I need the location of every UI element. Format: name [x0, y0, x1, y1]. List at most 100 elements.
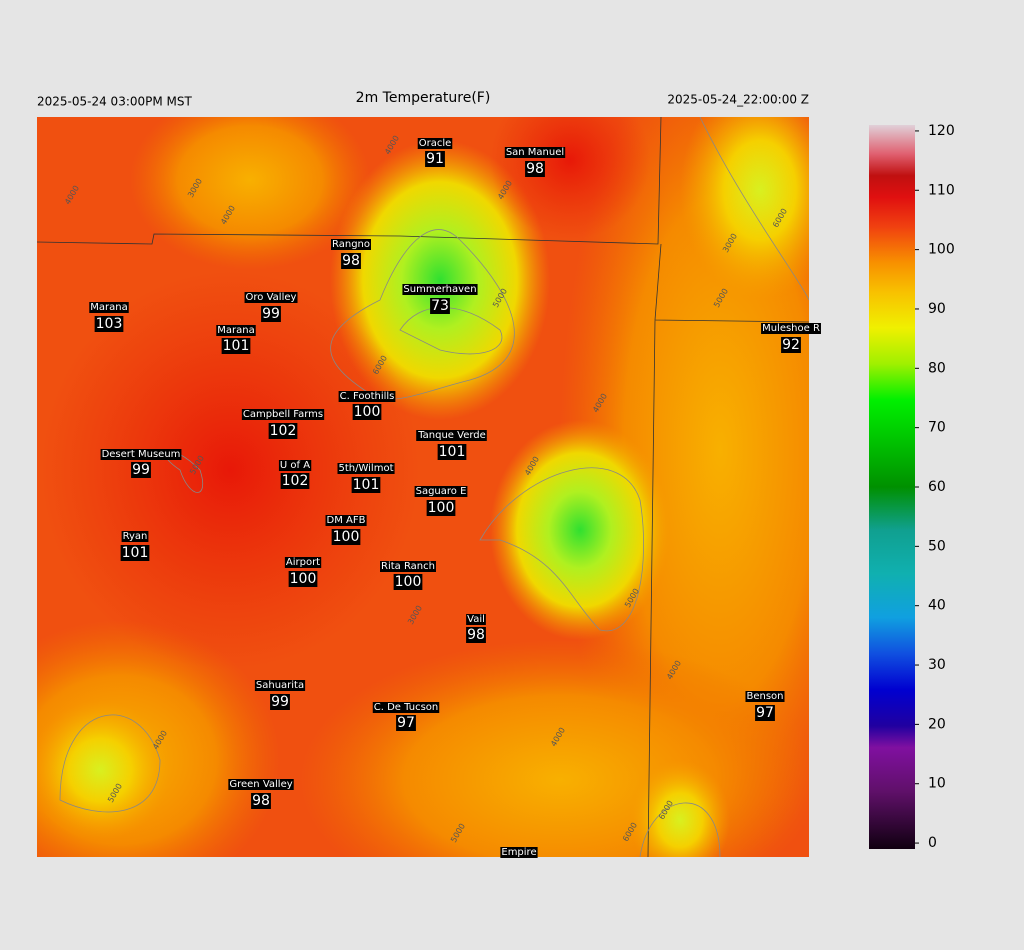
label-bg	[466, 627, 486, 643]
station-name: Saguaro E	[416, 486, 467, 497]
station: Green Valley 98	[228, 779, 294, 809]
station-name: 5th/Wilmot	[339, 463, 394, 474]
label-bg	[337, 463, 395, 474]
station-name: Tanque Verde	[417, 430, 486, 441]
station: Summerhaven 73	[402, 284, 478, 314]
label-bg	[278, 460, 312, 471]
shade	[37, 700, 170, 840]
station-value: 100	[395, 574, 422, 590]
station-value: 98	[467, 627, 485, 643]
station-value: 101	[223, 338, 250, 354]
station-name: C. Foothills	[340, 391, 395, 402]
station-value: 97	[756, 705, 774, 721]
label-bg	[280, 473, 310, 489]
header-left: 2025-05-24 03:00PM MST	[37, 95, 193, 109]
station: Marana 101	[216, 325, 256, 354]
station-name: Campbell Farms	[243, 409, 323, 420]
label-bg	[380, 561, 436, 572]
label-bg	[270, 694, 290, 710]
station-value: 91	[426, 151, 444, 167]
colorbar-tick-label: 30	[928, 657, 946, 673]
station: Ryan 101	[120, 531, 150, 561]
label-bg	[331, 529, 361, 545]
station: C. De Tucson 97	[372, 702, 440, 731]
station-value: 92	[782, 337, 800, 353]
label-bg	[525, 161, 545, 177]
station: San Manuel 98	[504, 147, 566, 177]
label-bg	[100, 449, 182, 460]
colorbar-tick-label: 110	[928, 182, 955, 198]
label-bg	[244, 292, 298, 303]
station-name: San Manuel	[506, 147, 564, 158]
label-bg	[396, 715, 416, 731]
shade	[630, 760, 730, 857]
label-bg	[417, 138, 453, 149]
station-value: 99	[271, 694, 289, 710]
station: Campbell Farms 102	[241, 409, 325, 439]
station: Rita Ranch 100	[380, 561, 436, 590]
label-bg	[338, 391, 396, 402]
station: 5th/Wilmot 101	[337, 463, 395, 493]
station-value: 73	[431, 298, 449, 314]
station: Tanque Verde 101	[416, 430, 487, 460]
label-bg	[745, 691, 785, 702]
shade	[330, 140, 550, 420]
colorbar-tick-label: 10	[928, 776, 946, 792]
station-name: Oro Valley	[246, 292, 297, 303]
station-value: 100	[428, 500, 455, 516]
colorbar-tick-label: 0	[928, 835, 937, 851]
shade	[130, 117, 370, 270]
label-bg	[430, 298, 450, 314]
station-value: 101	[439, 444, 466, 460]
station-value: 99	[132, 462, 150, 478]
label-bg	[781, 337, 801, 353]
station-value: 100	[290, 571, 317, 587]
station-value: 101	[122, 545, 149, 561]
boundary	[37, 117, 809, 857]
label-bg	[416, 430, 487, 441]
title: 2m Temperature(F)	[356, 90, 491, 106]
label-bg	[466, 614, 486, 625]
label-bg	[94, 316, 124, 332]
label-bg	[228, 779, 294, 790]
station-name: Rita Ranch	[381, 561, 435, 572]
shade	[40, 270, 420, 670]
station: DM AFB 100	[325, 515, 367, 545]
colorbar-tick-label: 40	[928, 598, 946, 614]
colorbar-tick-label: 120	[928, 123, 955, 139]
station-value: 100	[354, 404, 381, 420]
label-bg	[425, 151, 445, 167]
station: Benson 97	[745, 691, 785, 721]
station-value: 102	[270, 423, 297, 439]
label-bg	[761, 323, 821, 334]
header-right: 2025-05-24_22:00:00 Z	[667, 93, 809, 107]
station-value: 98	[252, 793, 270, 809]
colorbar-tick-label: 20	[928, 716, 946, 732]
station-name: Oracle	[419, 138, 452, 149]
station: Oracle 91	[417, 138, 453, 167]
station: C. Foothills 100	[338, 391, 396, 420]
station-name: Desert Museum	[102, 449, 181, 460]
label-bg	[121, 531, 149, 542]
station-value: 99	[262, 306, 280, 322]
station-name: Benson	[746, 691, 783, 702]
station-name: Marana	[90, 302, 127, 313]
station-name: Muleshoe R	[762, 323, 820, 334]
station: Sahuarita 99	[254, 680, 306, 710]
label-bg	[268, 423, 298, 439]
label-bg	[131, 462, 151, 478]
station-name: Green Valley	[229, 779, 292, 790]
colorbar-tick-label: 50	[928, 538, 946, 554]
station: Vail 98	[466, 614, 486, 643]
station-name: C. De Tucson	[374, 702, 438, 713]
label-bg	[393, 574, 423, 590]
label-bg	[352, 404, 382, 420]
station-name: Sahuarita	[256, 680, 304, 691]
station-value: 100	[333, 529, 360, 545]
label-bg	[331, 239, 371, 250]
station: U of A 102	[278, 460, 312, 489]
station: Airport 100	[284, 557, 322, 587]
station-name: Ryan	[123, 531, 148, 542]
shade	[300, 640, 809, 857]
